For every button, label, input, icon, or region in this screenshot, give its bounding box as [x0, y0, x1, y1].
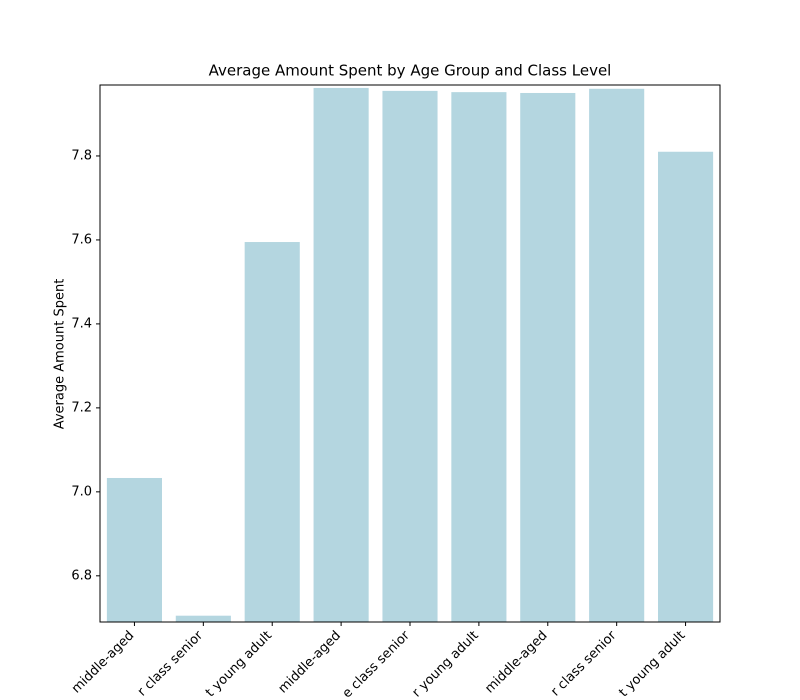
- bar: [520, 92, 576, 622]
- bar: [313, 87, 369, 622]
- y-tick-label: 7.8: [71, 148, 92, 163]
- y-tick-label: 7.4: [71, 316, 92, 331]
- x-tick-label: middle-aged: [69, 628, 137, 696]
- bar: [589, 88, 645, 622]
- x-tick-label: r class senior: [135, 628, 207, 700]
- bar: [382, 90, 438, 622]
- bars: [106, 87, 714, 622]
- x-tick-label: t young adult: [616, 628, 688, 700]
- x-tick-label: r class senior: [548, 628, 620, 700]
- x-tick-label: middle-aged: [276, 628, 344, 696]
- chart-title: Average Amount Spent by Age Group and Cl…: [209, 62, 612, 80]
- x-tick-label: r young adult: [409, 628, 481, 700]
- y-tick-label: 6.8: [71, 568, 92, 583]
- bar: [175, 615, 231, 622]
- y-tick-label: 7.2: [71, 400, 92, 415]
- bar: [244, 242, 300, 622]
- bar: [451, 92, 507, 622]
- x-tick-label: t young adult: [203, 628, 275, 700]
- y-tick-label: 7.0: [71, 484, 92, 499]
- x-tick-label: middle-aged: [482, 628, 550, 696]
- y-tick-label: 7.6: [71, 232, 92, 247]
- x-tick-label: e class senior: [340, 628, 414, 700]
- bar: [106, 477, 162, 622]
- bar: [658, 151, 714, 622]
- plot-frame: [99, 84, 721, 623]
- y-axis-label: Average Amount Spent: [53, 279, 68, 430]
